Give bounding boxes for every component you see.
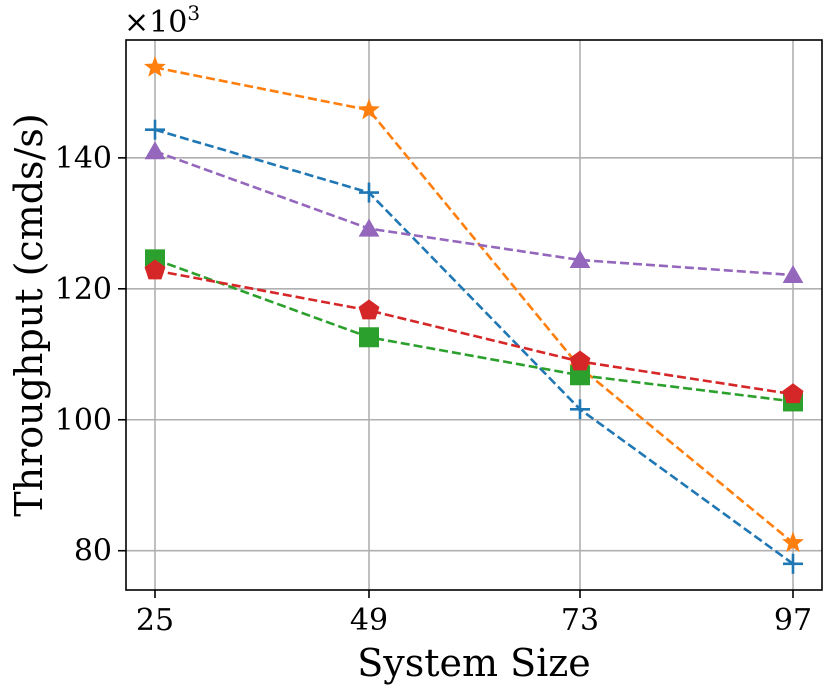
y-tick-label: 100: [55, 403, 112, 438]
series-4-pentagon-line: [154, 269, 794, 396]
series-2-star-line: [154, 66, 794, 544]
series-4-pentagon-point: [358, 299, 380, 320]
y-tick-label: 120: [55, 272, 112, 307]
series-1-plus-point: [570, 399, 590, 420]
plot-frame: [125, 39, 823, 591]
series-5-triangle-point: [569, 250, 591, 268]
x-tick-label: 97: [774, 603, 812, 638]
series-1-plus-point: [783, 553, 803, 574]
series-4-pentagon-point: [569, 350, 591, 371]
series-4-pentagon-point: [144, 259, 166, 280]
series-3-square-line: [154, 258, 794, 403]
series-2-star-point: [358, 98, 380, 120]
series-5-triangle-line: [154, 150, 794, 277]
series-layer: [144, 56, 804, 574]
y-tick-label: 80: [74, 534, 112, 569]
series-1-plus-line: [154, 128, 794, 565]
series-5-triangle-point: [782, 265, 804, 284]
ticks: 25 49 73 97 80 100 120 140: [55, 141, 812, 638]
x-axis-title: System Size: [357, 641, 591, 685]
series-2-star-point: [144, 56, 166, 77]
x-tick-label: 49: [350, 603, 388, 638]
series-1-plus-point: [359, 182, 379, 203]
grid: [126, 40, 822, 590]
series-4-pentagon-point: [782, 383, 804, 404]
series-2-star-point: [782, 531, 804, 553]
series-5-triangle-point: [144, 141, 166, 160]
x-tick-label: 73: [561, 603, 599, 638]
series-1-plus-point: [145, 119, 165, 140]
y-tick-label: 140: [55, 141, 112, 176]
series-5-triangle-point: [358, 218, 380, 237]
y-multiplier-label: ×103: [124, 1, 200, 40]
y-multiplier-exponent: 3: [187, 1, 200, 25]
y-axis-title: Throughput (cmds/s): [7, 113, 51, 516]
series-3-square-point: [359, 327, 379, 348]
x-tick-label: 25: [136, 603, 174, 638]
